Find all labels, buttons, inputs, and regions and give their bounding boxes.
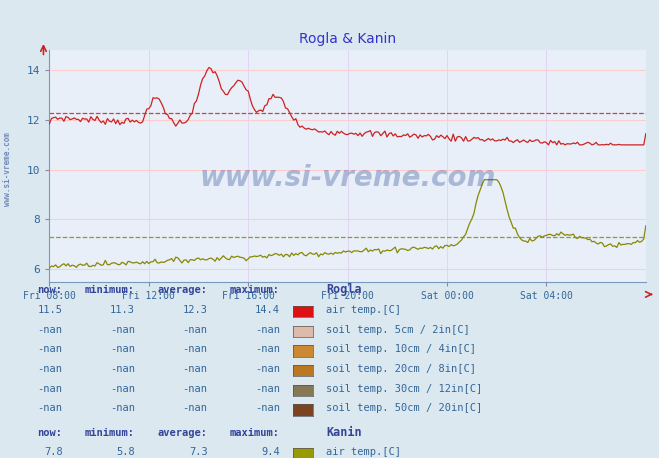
Text: -nan: -nan: [255, 344, 280, 354]
Text: Kanin: Kanin: [326, 425, 362, 439]
Text: 14.4: 14.4: [255, 305, 280, 315]
Text: www.si-vreme.com: www.si-vreme.com: [3, 132, 13, 207]
Text: -nan: -nan: [255, 325, 280, 334]
Text: -nan: -nan: [38, 325, 63, 334]
Text: -nan: -nan: [110, 384, 135, 393]
Text: -nan: -nan: [183, 364, 208, 374]
Text: -nan: -nan: [110, 364, 135, 374]
Text: -nan: -nan: [110, 325, 135, 334]
Text: www.si-vreme.com: www.si-vreme.com: [200, 164, 496, 191]
Text: maximum:: maximum:: [230, 285, 280, 295]
Text: 12.3: 12.3: [183, 305, 208, 315]
Text: -nan: -nan: [183, 344, 208, 354]
Text: -nan: -nan: [255, 384, 280, 393]
Text: 9.4: 9.4: [262, 447, 280, 457]
Text: -nan: -nan: [38, 384, 63, 393]
Text: soil temp. 5cm / 2in[C]: soil temp. 5cm / 2in[C]: [326, 325, 470, 334]
Text: -nan: -nan: [110, 403, 135, 413]
Text: -nan: -nan: [183, 325, 208, 334]
Text: 11.5: 11.5: [38, 305, 63, 315]
Text: air temp.[C]: air temp.[C]: [326, 305, 401, 315]
Text: -nan: -nan: [255, 364, 280, 374]
Text: now:: now:: [38, 428, 63, 437]
Text: 11.3: 11.3: [110, 305, 135, 315]
Text: minimum:: minimum:: [85, 428, 135, 437]
Text: -nan: -nan: [183, 403, 208, 413]
Text: Rogla: Rogla: [326, 283, 362, 296]
Text: 7.3: 7.3: [189, 447, 208, 457]
Text: air temp.[C]: air temp.[C]: [326, 447, 401, 457]
Text: -nan: -nan: [38, 364, 63, 374]
Text: now:: now:: [38, 285, 63, 295]
Text: -nan: -nan: [110, 344, 135, 354]
Text: 7.8: 7.8: [44, 447, 63, 457]
Text: -nan: -nan: [255, 403, 280, 413]
Text: average:: average:: [158, 285, 208, 295]
Text: soil temp. 50cm / 20in[C]: soil temp. 50cm / 20in[C]: [326, 403, 482, 413]
Text: maximum:: maximum:: [230, 428, 280, 437]
Title: Rogla & Kanin: Rogla & Kanin: [299, 33, 396, 46]
Text: soil temp. 30cm / 12in[C]: soil temp. 30cm / 12in[C]: [326, 384, 482, 393]
Text: -nan: -nan: [38, 403, 63, 413]
Text: -nan: -nan: [38, 344, 63, 354]
Text: soil temp. 20cm / 8in[C]: soil temp. 20cm / 8in[C]: [326, 364, 476, 374]
Text: average:: average:: [158, 428, 208, 437]
Text: 5.8: 5.8: [117, 447, 135, 457]
Text: minimum:: minimum:: [85, 285, 135, 295]
Text: soil temp. 10cm / 4in[C]: soil temp. 10cm / 4in[C]: [326, 344, 476, 354]
Text: -nan: -nan: [183, 384, 208, 393]
